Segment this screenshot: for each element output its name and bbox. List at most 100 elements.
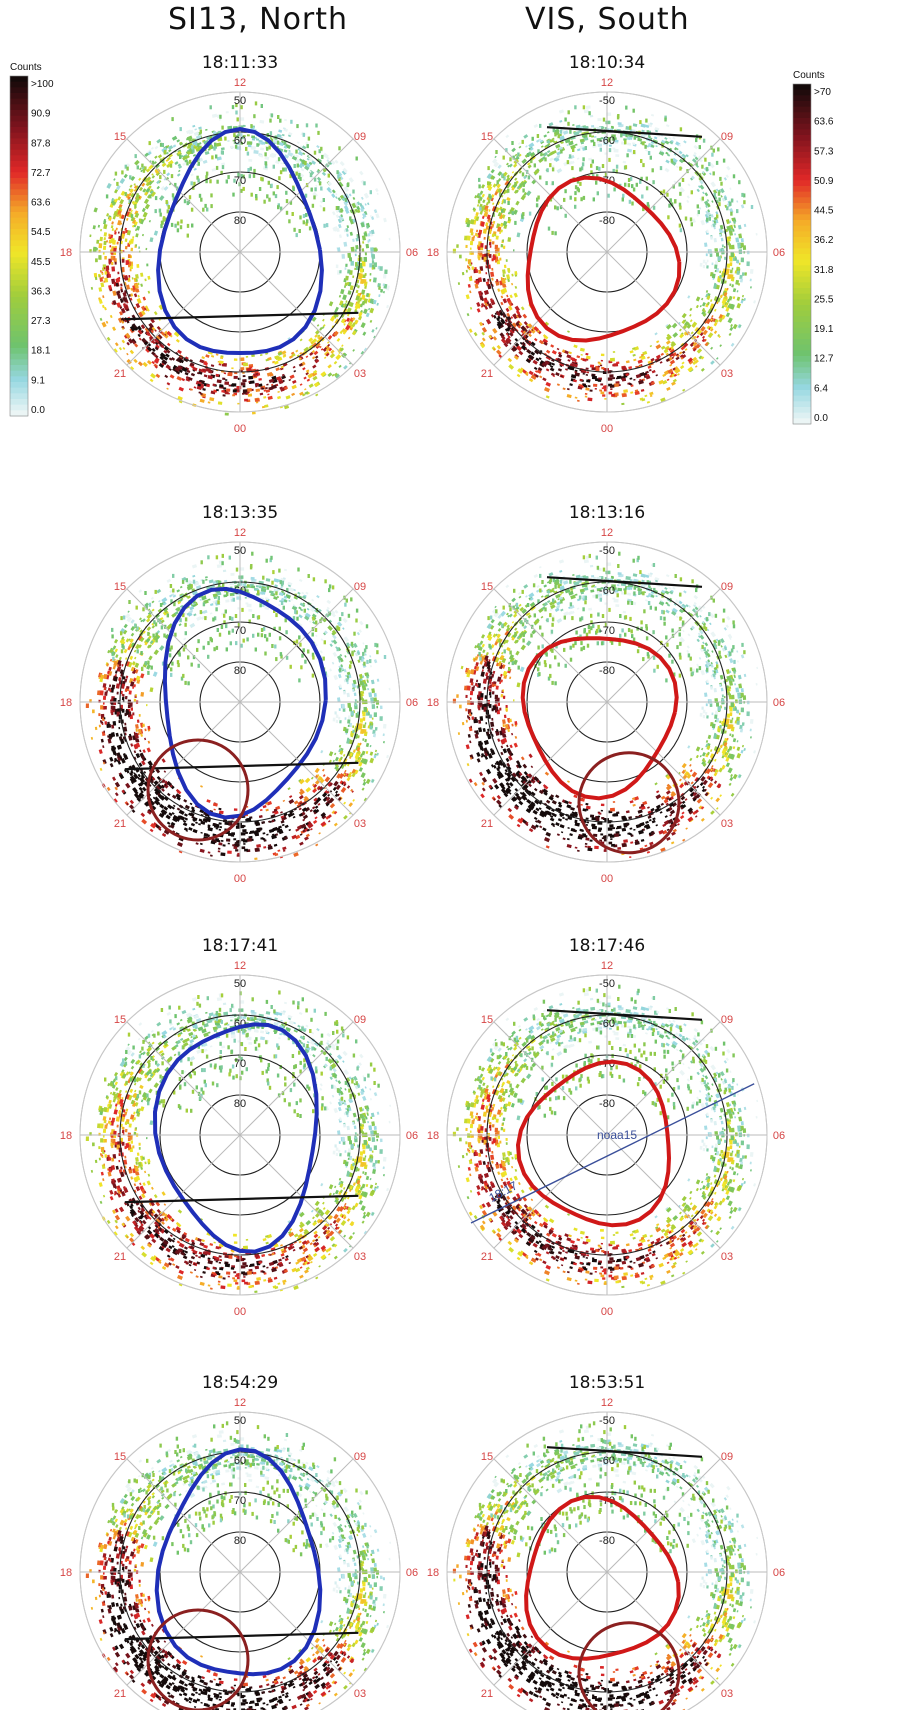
satellite-name-annotation: noaa15 <box>597 1128 637 1142</box>
colorbar-tick-label: 50.9 <box>814 176 834 187</box>
latitude-label: -80 <box>599 1535 615 1547</box>
colorbar-tick-label: 87.8 <box>31 138 51 149</box>
colorbar-tick-label: 0.0 <box>31 405 45 416</box>
mlt-label: 06 <box>406 1567 418 1579</box>
latitude-label: -80 <box>599 665 615 677</box>
mlt-label: 00 <box>601 873 613 885</box>
polar-cap-boundary <box>156 126 324 356</box>
mlt-label: 09 <box>354 581 366 593</box>
mlt-label: 15 <box>114 1451 126 1463</box>
highlight-circle <box>577 1621 681 1710</box>
mlt-label: 12 <box>601 527 613 539</box>
latitude-label: 50 <box>234 978 246 990</box>
mlt-label: 21 <box>481 818 493 830</box>
highlight-circle <box>146 1608 250 1710</box>
mlt-label: 09 <box>721 1451 733 1463</box>
panel-time-label: 18:13:16 <box>569 503 645 523</box>
mlt-label: 15 <box>114 131 126 143</box>
panel-time-label: 18:13:35 <box>202 503 278 523</box>
latitude-label: -80 <box>599 215 615 227</box>
panel-time-label: 18:10:34 <box>569 53 645 73</box>
colorbar-tick-label: 9.1 <box>31 375 45 386</box>
mlt-label: 12 <box>234 527 246 539</box>
colorbar-title: Counts <box>793 70 825 81</box>
latitude-label: -60 <box>599 585 615 597</box>
mlt-label: 06 <box>406 697 418 709</box>
colorbar-tick-label: 12.7 <box>814 354 834 365</box>
mlt-label: 06 <box>406 1130 418 1142</box>
mlt-label: 21 <box>114 1688 126 1700</box>
latitude-label: -60 <box>599 1018 615 1030</box>
mlt-label: 06 <box>773 1130 785 1142</box>
grid-line <box>126 138 354 366</box>
polar-cap-boundary <box>154 1447 323 1677</box>
terminator-line <box>546 1009 703 1021</box>
polar-cap-boundary <box>152 1022 319 1254</box>
mlt-label: 00 <box>601 423 613 435</box>
colorbar-tick-label: 57.3 <box>814 146 834 157</box>
polar-cap-boundary <box>162 586 328 820</box>
colorbar-tick-label: 45.5 <box>31 257 51 268</box>
colorbar-tick-label: 63.6 <box>814 117 834 128</box>
mlt-label: 21 <box>481 1688 493 1700</box>
polar-cap-boundary <box>515 1059 672 1228</box>
grid-line <box>126 588 354 816</box>
latitude-label: -50 <box>599 545 615 557</box>
mlt-label: 18 <box>60 697 72 709</box>
mlt-label: 18 <box>60 1567 72 1579</box>
grid-line <box>126 1021 354 1249</box>
latitude-label: -60 <box>599 1455 615 1467</box>
mlt-label: 06 <box>773 1567 785 1579</box>
polar-panel-8: 18:53:511215091806210300-50-60-70-80 <box>427 1373 785 1710</box>
latitude-label: 80 <box>234 1098 246 1110</box>
panel-time-label: 18:17:46 <box>569 936 645 956</box>
mlt-label: 21 <box>481 368 493 380</box>
grid-line <box>493 1458 721 1686</box>
mlt-label: 03 <box>354 368 366 380</box>
grid-line <box>493 1021 721 1249</box>
satellite-track-line <box>470 1083 755 1224</box>
mlt-label: 00 <box>234 1306 246 1318</box>
colorbar-title: Counts <box>10 62 42 73</box>
colorbar-tick-label: >70 <box>814 87 831 98</box>
mlt-label: 21 <box>114 368 126 380</box>
panel-time-label: 18:54:29 <box>202 1373 278 1393</box>
panel-time-label: 18:53:51 <box>569 1373 645 1393</box>
latitude-label: 80 <box>234 665 246 677</box>
mlt-label: 03 <box>354 1688 366 1700</box>
mlt-label: 12 <box>234 960 246 972</box>
latitude-label: -60 <box>599 135 615 147</box>
polar-panel-7: 18:54:29121509180621030050607080 <box>60 1373 418 1710</box>
colorbar-tick-label: 44.5 <box>814 206 834 217</box>
latitude-label: -50 <box>599 978 615 990</box>
polar-cap-boundary <box>525 175 682 343</box>
highlight-circle <box>577 751 681 855</box>
mlt-label: 18 <box>427 247 439 259</box>
mlt-label: 21 <box>114 1251 126 1263</box>
colorbar-south: Counts >70 63.6 57.3 50.9 44.5 36.2 31.8 25.5 19.… <box>792 70 834 425</box>
mlt-label: 00 <box>234 873 246 885</box>
mlt-label: 09 <box>721 1014 733 1026</box>
colorbar-tick-label: >100 <box>31 79 54 90</box>
grid-line <box>493 138 721 366</box>
latitude-label: -80 <box>599 1098 615 1110</box>
latitude-label: 70 <box>234 1495 246 1507</box>
mlt-label: 12 <box>601 960 613 972</box>
mlt-label: 18 <box>427 1567 439 1579</box>
mlt-label: 06 <box>773 247 785 259</box>
mlt-label: 18 <box>427 697 439 709</box>
latitude-label: 80 <box>234 1535 246 1547</box>
mlt-label: 18 <box>60 1130 72 1142</box>
polar-cap-boundary <box>520 636 679 801</box>
mlt-label: 18 <box>60 247 72 259</box>
mlt-label: 21 <box>481 1251 493 1263</box>
colorbar-tick-label: 19.1 <box>814 324 834 335</box>
colorbar-tick-label: 27.3 <box>31 316 51 327</box>
latitude-label: 70 <box>234 175 246 187</box>
mlt-label: 03 <box>354 818 366 830</box>
terminator-line <box>124 311 359 321</box>
panel-time-label: 18:11:33 <box>202 53 278 73</box>
latitude-label: 50 <box>234 545 246 557</box>
